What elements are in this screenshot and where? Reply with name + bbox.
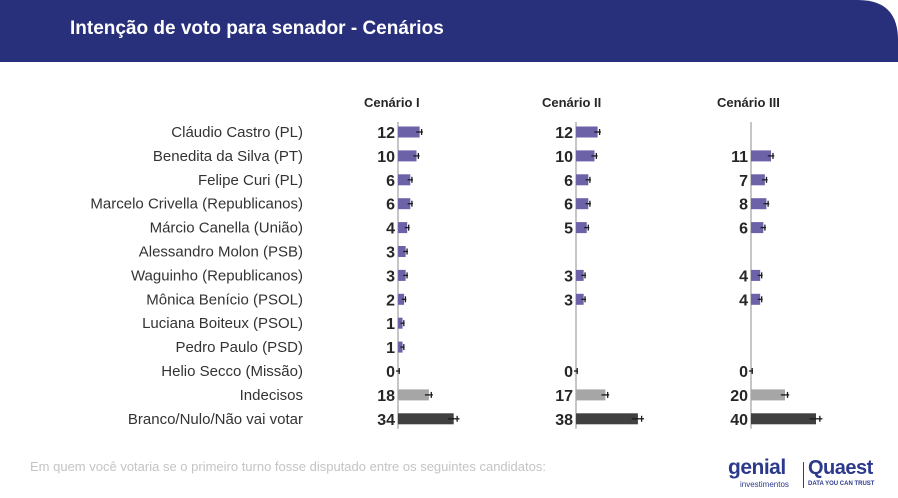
- bar: [751, 150, 772, 162]
- category-label: Cláudio Castro (PL): [171, 124, 303, 141]
- category-label: Mônica Benício (PSOL): [146, 291, 303, 308]
- bar: [576, 222, 587, 234]
- bar: [751, 293, 761, 305]
- category-label: Benedita da Silva (PT): [153, 148, 303, 165]
- data-label: 3: [564, 268, 573, 285]
- data-label: 4: [739, 292, 748, 309]
- data-label: 11: [731, 149, 748, 166]
- data-label: 4: [739, 268, 748, 285]
- header-background: [0, 0, 898, 62]
- page-title: Intenção de voto para senador - Cenários: [70, 18, 444, 39]
- data-label: 6: [386, 197, 395, 214]
- bar: [398, 389, 429, 401]
- data-label: 3: [386, 268, 395, 285]
- category-label: Waguinho (Republicanos): [131, 267, 303, 284]
- category-label: Luciana Boiteux (PSOL): [142, 315, 303, 332]
- logos: genial investimentos Quaest DATA YOU CAN…: [728, 456, 888, 492]
- data-label: 1: [386, 340, 395, 357]
- scenario-bar-chart: Cláudio Castro (PL) Benedita da Silva (PT…: [90, 95, 823, 429]
- data-label: 0: [564, 364, 573, 381]
- bar: [576, 389, 606, 401]
- bar: [751, 222, 764, 234]
- bar: [398, 269, 406, 281]
- bar: [398, 341, 403, 353]
- bar: [398, 222, 408, 234]
- data-label: 17: [555, 388, 573, 405]
- bar: [576, 269, 584, 281]
- bar: [398, 293, 405, 305]
- bar: [398, 198, 411, 210]
- genial-logo: genial investimentos: [728, 456, 800, 492]
- data-label: 3: [386, 245, 395, 262]
- data-label: 10: [377, 149, 395, 166]
- bar: [576, 413, 638, 425]
- data-label: 7: [739, 173, 748, 190]
- data-label: 6: [739, 221, 748, 238]
- bar: [751, 413, 816, 425]
- data-label: 8: [739, 197, 748, 214]
- bar: [576, 150, 595, 162]
- genial-logo-text: genial: [728, 456, 786, 479]
- data-label: 4: [386, 221, 395, 238]
- header-banner: Intenção de voto para senador - Cenários: [0, 0, 898, 62]
- category-label: Felipe Curi (PL): [198, 172, 303, 189]
- category-label: Márcio Canella (União): [150, 220, 303, 237]
- bar: [398, 174, 411, 186]
- bar: [398, 317, 403, 329]
- data-label: 12: [555, 125, 573, 142]
- bar: [398, 150, 417, 162]
- data-label: 5: [564, 221, 573, 238]
- data-label: 6: [564, 173, 573, 190]
- logo-divider: [803, 462, 804, 488]
- bar: [576, 293, 584, 305]
- series-header: Cenário II: [542, 95, 601, 110]
- data-label: 10: [555, 149, 573, 166]
- data-label: 18: [377, 388, 395, 405]
- category-label: Alessandro Molon (PSB): [139, 244, 303, 261]
- data-label: 6: [564, 197, 573, 214]
- category-label: Pedro Paulo (PSD): [175, 339, 303, 356]
- bar: [398, 126, 420, 138]
- survey-question-footnote: Em quem você votaria se o primeiro turno…: [30, 459, 546, 474]
- data-label: 0: [386, 364, 395, 381]
- data-label: 40: [730, 412, 748, 429]
- data-label: 12: [377, 125, 395, 142]
- data-label: 6: [386, 173, 395, 190]
- bar: [751, 198, 767, 210]
- bar: [576, 198, 589, 210]
- category-label: Helio Secco (Missão): [161, 363, 303, 380]
- data-label: 2: [386, 292, 395, 309]
- category-label: Indecisos: [240, 387, 303, 404]
- data-label: 0: [739, 364, 748, 381]
- bar: [751, 269, 761, 281]
- genial-logo-subtext: investimentos: [740, 480, 789, 489]
- bar: [576, 174, 589, 186]
- bar: [576, 126, 598, 138]
- data-label: 1: [386, 316, 395, 333]
- bar: [751, 174, 765, 186]
- data-label: 34: [377, 412, 395, 429]
- quaest-logo-tagline: DATA YOU CAN TRUST: [808, 481, 875, 487]
- category-label: Branco/Nulo/Não vai votar: [128, 411, 303, 428]
- data-label: 38: [555, 412, 573, 429]
- data-label: 3: [564, 292, 573, 309]
- bar: [751, 389, 785, 401]
- category-label: Marcelo Crivella (Republicanos): [90, 196, 303, 213]
- bar: [398, 413, 454, 425]
- quaest-logo: Quaest DATA YOU CAN TRUST: [808, 456, 888, 492]
- quaest-logo-text: Quaest: [808, 457, 873, 479]
- series-header: Cenário III: [717, 95, 780, 110]
- series-header: Cenário I: [364, 95, 420, 110]
- bar: [398, 246, 406, 257]
- data-label: 20: [730, 388, 748, 405]
